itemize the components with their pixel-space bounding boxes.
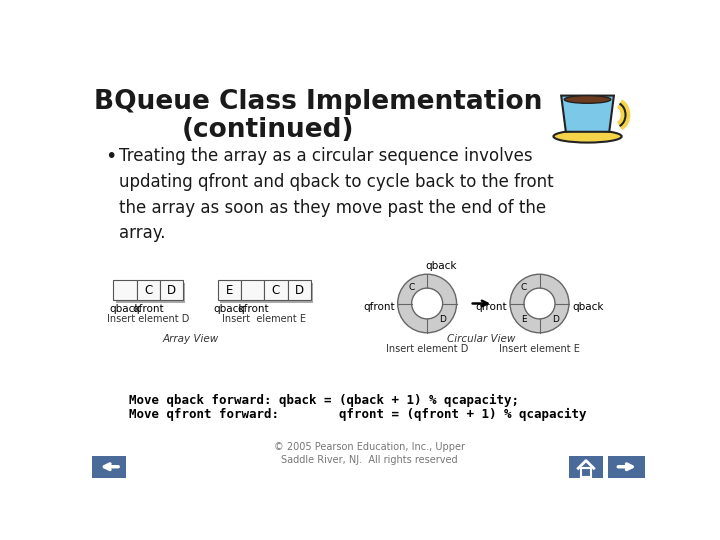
Text: qback: qback [109, 303, 140, 314]
Text: qback: qback [214, 303, 246, 314]
Bar [113, 280, 137, 300]
Text: C: C [144, 284, 152, 297]
Text: Insert element E: Insert element E [499, 343, 580, 354]
Text: Treating the array as a circular sequence involves
updating qfront and qback to : Treating the array as a circular sequenc… [120, 147, 554, 242]
Text: © 2005 Pearson Education, Inc., Upper
Saddle River, NJ.  All rights reserved: © 2005 Pearson Education, Inc., Upper Sa… [274, 442, 464, 465]
Bar [160, 280, 183, 300]
Text: Array View: Array View [163, 334, 219, 345]
Circle shape [524, 288, 555, 319]
Circle shape [397, 274, 456, 333]
Text: •: • [106, 147, 117, 166]
Polygon shape [561, 96, 614, 132]
Text: D: D [552, 315, 559, 324]
Bar [241, 280, 264, 300]
Bar [264, 280, 287, 300]
Text: qback: qback [426, 261, 456, 271]
Bar [608, 456, 645, 477]
Text: qback: qback [572, 302, 603, 312]
Text: BQueue Class Implementation: BQueue Class Implementation [94, 90, 543, 116]
Text: Insert element D: Insert element D [386, 343, 468, 354]
Bar [116, 283, 185, 303]
Text: C: C [408, 283, 414, 292]
Bar [92, 456, 127, 477]
Ellipse shape [554, 130, 621, 143]
Text: qfront: qfront [237, 303, 269, 314]
Bar [287, 280, 311, 300]
Bar [580, 468, 591, 477]
Text: C: C [521, 283, 527, 292]
Bar [569, 456, 603, 477]
Text: Move qfront forward:        qfront = (qfront + 1) % qcapacity: Move qfront forward: qfront = (qfront + … [129, 408, 586, 421]
Bar [218, 280, 241, 300]
Text: qfront: qfront [475, 302, 507, 312]
Text: (continued): (continued) [182, 117, 354, 143]
Text: Move qback forward: qback = (qback + 1) % qcapacity;: Move qback forward: qback = (qback + 1) … [129, 394, 518, 408]
Bar [220, 283, 313, 303]
Text: E: E [521, 315, 526, 324]
Text: Insert element D: Insert element D [107, 314, 189, 323]
Text: qfront: qfront [363, 302, 395, 312]
Text: D: D [440, 315, 446, 324]
Circle shape [412, 288, 443, 319]
Text: E: E [226, 284, 233, 297]
Text: Circular View: Circular View [447, 334, 516, 345]
Text: qfront: qfront [132, 303, 164, 314]
Bar [137, 280, 160, 300]
Text: D: D [167, 284, 176, 297]
Text: D: D [294, 284, 304, 297]
Ellipse shape [564, 96, 611, 103]
Circle shape [510, 274, 569, 333]
Text: Insert  element E: Insert element E [222, 314, 307, 323]
Text: C: C [272, 284, 280, 297]
